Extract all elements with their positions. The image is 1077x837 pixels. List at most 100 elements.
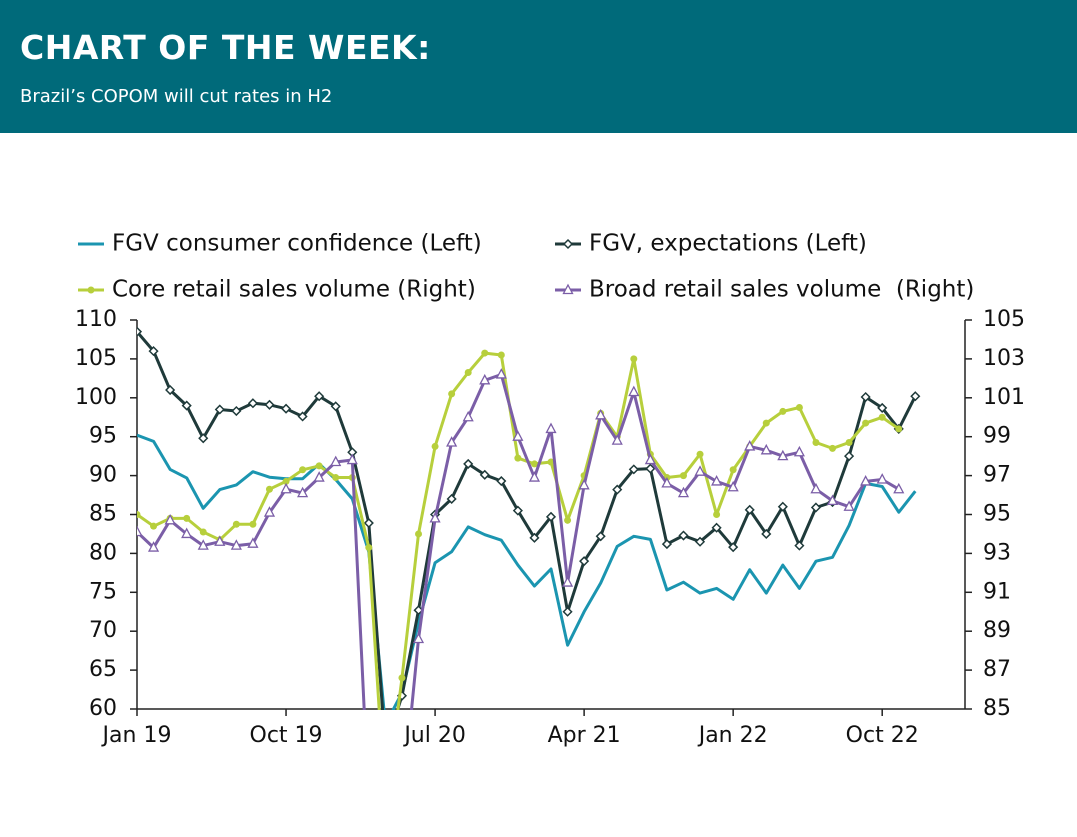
series-marker (793, 445, 805, 457)
series-marker (147, 541, 160, 552)
series-marker (297, 486, 309, 498)
legend-label: Broad retail sales volume (Right) (589, 277, 974, 303)
series-marker (777, 449, 789, 461)
series-marker (198, 433, 209, 444)
series-marker (779, 407, 787, 415)
x-tick-label: Apr 21 (548, 723, 621, 748)
series-marker (232, 520, 240, 528)
series-marker (429, 512, 441, 523)
y-tick-label: 90 (89, 463, 117, 488)
series-marker (895, 425, 903, 433)
y-tick-label: 65 (89, 657, 117, 682)
series-marker (365, 544, 373, 552)
series-marker (545, 422, 557, 434)
series-marker (678, 530, 689, 541)
series-marker (313, 471, 325, 482)
x-tick-label: Oct 19 (250, 723, 323, 748)
y-tick-label: 105 (75, 346, 117, 371)
series-marker (381, 744, 389, 752)
plot-area (137, 326, 921, 810)
series-marker (744, 504, 755, 515)
x-tick-label: Jul 20 (402, 723, 466, 748)
series-marker (762, 419, 770, 427)
series-marker (679, 472, 687, 480)
y-tick-label: 70 (89, 618, 117, 643)
series-marker (611, 434, 623, 445)
series-marker (263, 506, 276, 517)
series-marker (496, 475, 507, 487)
series-marker (137, 511, 141, 518)
series-marker (479, 373, 491, 385)
series-marker (148, 346, 159, 357)
series-marker (729, 466, 737, 474)
series-marker (562, 606, 573, 617)
series-marker (829, 444, 837, 452)
series-marker (860, 391, 871, 403)
series-marker (214, 404, 225, 415)
series-marker (282, 477, 290, 485)
series-marker (514, 454, 522, 462)
series-marker (795, 404, 803, 412)
series-marker (843, 500, 855, 511)
series-marker (137, 525, 143, 537)
series-marker (299, 466, 307, 474)
series-marker (197, 539, 209, 550)
series-marker (230, 539, 242, 550)
series-marker (412, 632, 425, 644)
series-marker (826, 494, 839, 506)
series-marker (810, 502, 822, 513)
series-marker (530, 460, 538, 468)
series-marker (711, 522, 722, 533)
series-line (137, 373, 900, 710)
series-marker (644, 453, 656, 465)
series-marker (677, 486, 690, 498)
y-tick-label: 85 (89, 502, 117, 527)
series-marker (528, 471, 541, 482)
series-marker (150, 522, 158, 530)
subtitle: Brazil’s COPOM will cut rates in H2 (20, 86, 333, 107)
series-marker (694, 465, 706, 476)
series-marker (579, 556, 590, 567)
series-marker (711, 475, 723, 486)
series-marker (578, 478, 590, 490)
series-marker (463, 458, 474, 469)
series-marker (280, 482, 292, 494)
series-marker (249, 520, 257, 528)
series-marker (181, 400, 192, 411)
y-tick-label: 80 (89, 540, 117, 565)
series-marker (545, 511, 557, 522)
y2-tick-label: 101 (983, 385, 1025, 410)
series-marker (595, 531, 606, 542)
series-marker (862, 419, 870, 427)
series-marker (165, 384, 176, 396)
title: CHART OF THE WEEK: (20, 28, 431, 67)
y2-tick-label: 95 (983, 502, 1011, 527)
series-marker (661, 539, 672, 550)
series-marker (199, 528, 207, 536)
series-marker (382, 803, 389, 810)
series-marker (893, 482, 905, 494)
series-marker (448, 390, 456, 398)
series-marker (630, 355, 638, 363)
y2-tick-label: 89 (983, 618, 1011, 643)
x-tick-label: Oct 22 (846, 723, 919, 748)
series-marker (314, 391, 325, 402)
y-tick-label: 110 (75, 307, 117, 332)
series-marker (346, 453, 358, 465)
series-marker (512, 430, 524, 441)
series-marker (696, 450, 704, 458)
series-marker (495, 368, 507, 379)
series-marker (265, 485, 273, 493)
series-marker (877, 402, 888, 413)
series-marker (330, 455, 342, 467)
series-marker (264, 399, 275, 410)
series-marker (446, 436, 458, 447)
series-marker (330, 401, 341, 412)
series-marker (547, 458, 555, 466)
series-marker (497, 351, 505, 359)
series-marker (297, 411, 308, 422)
legend-label: FGV, expectations (Left) (589, 231, 867, 257)
series-marker (315, 462, 323, 470)
